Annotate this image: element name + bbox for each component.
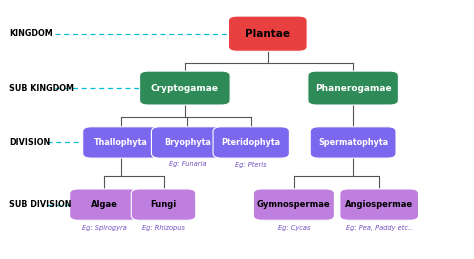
Text: DIVISION: DIVISION <box>9 138 51 147</box>
Text: KINGDOM: KINGDOM <box>9 29 53 38</box>
Text: Pteridophyta: Pteridophyta <box>222 138 281 147</box>
Text: Thallophyta: Thallophyta <box>94 138 148 147</box>
Text: Eg: Pteris: Eg: Pteris <box>236 161 267 168</box>
FancyBboxPatch shape <box>228 16 307 51</box>
Text: Spermatophyta: Spermatophyta <box>318 138 388 147</box>
Text: Fungi: Fungi <box>150 200 177 209</box>
Text: Eg: Funaria: Eg: Funaria <box>169 161 206 168</box>
Text: Plantae: Plantae <box>246 29 290 39</box>
FancyBboxPatch shape <box>70 189 139 220</box>
FancyBboxPatch shape <box>308 71 398 105</box>
FancyBboxPatch shape <box>131 189 196 220</box>
Text: Eg: Cycas: Eg: Cycas <box>278 225 310 231</box>
FancyBboxPatch shape <box>152 127 223 158</box>
Text: SUB DIVISION: SUB DIVISION <box>9 200 72 209</box>
Text: Bryophyta: Bryophyta <box>164 138 210 147</box>
Text: Phanerogamae: Phanerogamae <box>315 84 392 92</box>
Text: Eg: Rhizopus: Eg: Rhizopus <box>142 225 185 231</box>
FancyBboxPatch shape <box>83 127 159 158</box>
Text: Angiospermae: Angiospermae <box>345 200 413 209</box>
Text: Cryptogamae: Cryptogamae <box>151 84 219 92</box>
Text: Gymnospermae: Gymnospermae <box>257 200 331 209</box>
FancyBboxPatch shape <box>340 189 419 220</box>
FancyBboxPatch shape <box>253 189 334 220</box>
Text: Algae: Algae <box>91 200 118 209</box>
FancyBboxPatch shape <box>310 127 396 158</box>
Text: SUB KINGDOM: SUB KINGDOM <box>9 84 74 92</box>
FancyBboxPatch shape <box>139 71 230 105</box>
FancyBboxPatch shape <box>213 127 289 158</box>
Text: Eg: Spirogyra: Eg: Spirogyra <box>82 225 127 231</box>
Text: Eg: Pea, Paddy etc..: Eg: Pea, Paddy etc.. <box>346 225 412 231</box>
